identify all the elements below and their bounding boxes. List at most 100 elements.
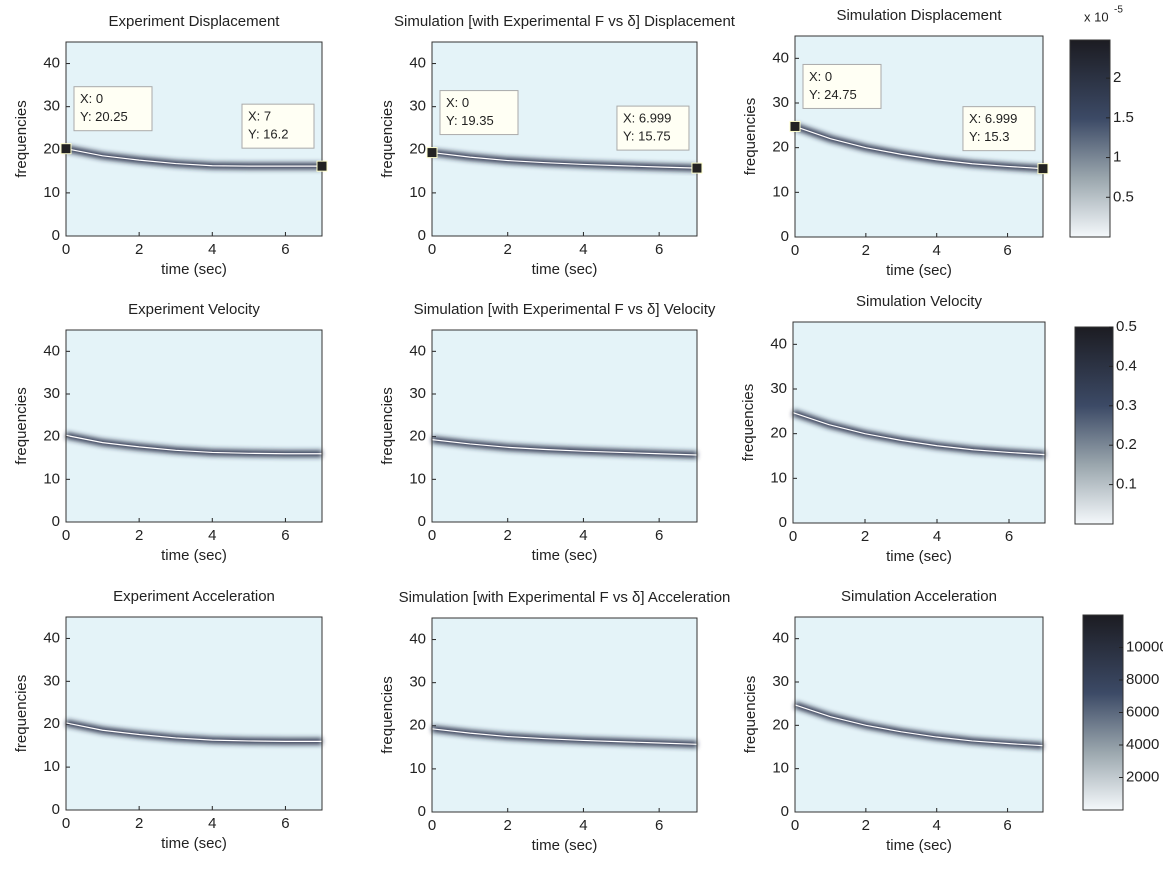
- plot-frame: [794, 616, 1044, 813]
- y-tick-label: 0: [418, 803, 426, 820]
- y-tick-label: 40: [43, 629, 60, 646]
- y-tick-label: 0: [418, 513, 426, 530]
- x-tick-label: 4: [208, 527, 216, 544]
- x-tick-label: 4: [579, 817, 587, 834]
- panel: Experiment Velocity time (sec) frequencies…: [13, 301, 323, 564]
- x-tick-label: 0: [428, 817, 436, 834]
- y-tick-label: 40: [43, 55, 60, 72]
- panel: Simulation [with Experimental F vs δ] Ve…: [379, 301, 716, 564]
- y-tick-label: 20: [770, 425, 787, 442]
- panel-title: Experiment Velocity: [128, 301, 260, 318]
- y-axis-label: frequencies: [379, 387, 396, 465]
- panel-title: Simulation Velocity: [856, 293, 982, 310]
- y-tick-label: 10: [43, 184, 60, 201]
- x-tick-label: 2: [861, 528, 869, 545]
- y-tick-label: 10: [43, 470, 60, 487]
- y-axis-label: frequencies: [13, 675, 30, 753]
- x-tick-label: 6: [281, 815, 289, 832]
- x-tick-label: 0: [428, 527, 436, 544]
- ridge-line: [431, 728, 698, 745]
- y-tick-label: 10: [409, 760, 426, 777]
- y-tick-label: 20: [43, 428, 60, 445]
- x-axis-label: time (sec): [532, 261, 598, 278]
- x-tick-label: 4: [933, 242, 941, 259]
- x-tick-label: 2: [135, 815, 143, 832]
- datatip-marker: [60, 143, 72, 155]
- x-tick-label: 6: [281, 241, 289, 258]
- colorbar-tick-label: 10000: [1126, 638, 1163, 655]
- x-tick-label: 6: [1005, 528, 1013, 545]
- x-tick-label: 6: [655, 527, 663, 544]
- y-tick-label: 40: [409, 342, 426, 359]
- y-tick-label: 10: [409, 470, 426, 487]
- x-tick-label: 6: [655, 817, 663, 834]
- plot-frame: [431, 617, 698, 813]
- datatip-marker: [1037, 163, 1049, 175]
- panel: Simulation [with Experimental F vs δ] Di…: [379, 13, 736, 278]
- panel: Simulation Displacement time (sec) frequen…: [742, 7, 1049, 279]
- x-tick-label: 2: [135, 527, 143, 544]
- datatip-box: [802, 63, 882, 109]
- x-axis-label: time (sec): [532, 837, 598, 854]
- y-tick-label: 30: [772, 94, 789, 111]
- y-tick-label: 0: [52, 801, 60, 818]
- datatip-y: Y: 20.25: [80, 109, 128, 124]
- datatip-y: Y: 19.35: [446, 113, 494, 128]
- y-tick-label: 30: [43, 385, 60, 402]
- x-axis-label: time (sec): [886, 262, 952, 279]
- colorbar-fill: [1082, 614, 1124, 811]
- x-tick-label: 6: [655, 241, 663, 258]
- y-tick-label: 10: [409, 184, 426, 201]
- datatip-x: X: 7: [248, 109, 271, 124]
- datatip-marker: [789, 120, 801, 132]
- y-tick-label: 30: [772, 673, 789, 690]
- colorbar-tick-label: 8000: [1126, 671, 1159, 688]
- y-tick-label: 40: [770, 335, 787, 352]
- y-tick-label: 20: [772, 139, 789, 156]
- plot-area: [66, 330, 322, 522]
- y-tick-label: 0: [418, 227, 426, 244]
- x-tick-label: 4: [933, 528, 941, 545]
- plot-frame: [792, 321, 1046, 524]
- y-tick-label: 30: [409, 674, 426, 691]
- x-tick-label: 0: [62, 815, 70, 832]
- y-tick-label: 20: [409, 141, 426, 158]
- y-tick-label: 0: [781, 803, 789, 820]
- y-tick-label: 10: [43, 758, 60, 775]
- ridge-line: [431, 439, 698, 456]
- panel: Simulation Velocity time (sec) frequencies…: [740, 293, 1046, 565]
- y-axis-label: frequencies: [379, 676, 396, 754]
- datatip-box: [962, 106, 1036, 152]
- y-tick-label: 20: [409, 428, 426, 445]
- datatip-box: [439, 90, 519, 136]
- x-tick-label: 0: [791, 817, 799, 834]
- x-tick-label: 0: [789, 528, 797, 545]
- x-tick-label: 0: [428, 241, 436, 258]
- y-tick-label: 20: [409, 717, 426, 734]
- y-tick-label: 10: [772, 183, 789, 200]
- x-tick-label: 6: [1003, 242, 1011, 259]
- colorbar-tick-label: 2: [1113, 69, 1121, 86]
- colorbar-fill: [1069, 39, 1111, 238]
- x-axis-label: time (sec): [886, 837, 952, 854]
- x-tick-label: 4: [579, 527, 587, 544]
- x-tick-label: 6: [1003, 817, 1011, 834]
- plot-area: [793, 322, 1045, 523]
- y-axis-label: frequencies: [379, 100, 396, 178]
- ridge-line: [65, 148, 322, 167]
- y-tick-label: 20: [43, 715, 60, 732]
- y-tick-label: 30: [409, 98, 426, 115]
- colorbar: 0.5 1 1.5 2 x 10 -5: [1069, 5, 1134, 238]
- x-tick-label: 4: [208, 815, 216, 832]
- y-tick-label: 30: [409, 385, 426, 402]
- y-tick-label: 40: [409, 631, 426, 648]
- x-tick-label: 0: [791, 242, 799, 259]
- x-tick-label: 2: [504, 817, 512, 834]
- panel: Experiment Displacement time (sec) frequen…: [13, 13, 328, 278]
- y-axis-label: frequencies: [13, 100, 30, 178]
- y-tick-label: 40: [409, 55, 426, 72]
- y-tick-label: 40: [43, 342, 60, 359]
- datatip-y: Y: 24.75: [809, 87, 857, 102]
- x-tick-label: 0: [62, 527, 70, 544]
